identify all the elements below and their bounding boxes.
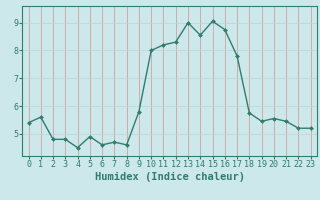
X-axis label: Humidex (Indice chaleur): Humidex (Indice chaleur)	[95, 172, 244, 182]
